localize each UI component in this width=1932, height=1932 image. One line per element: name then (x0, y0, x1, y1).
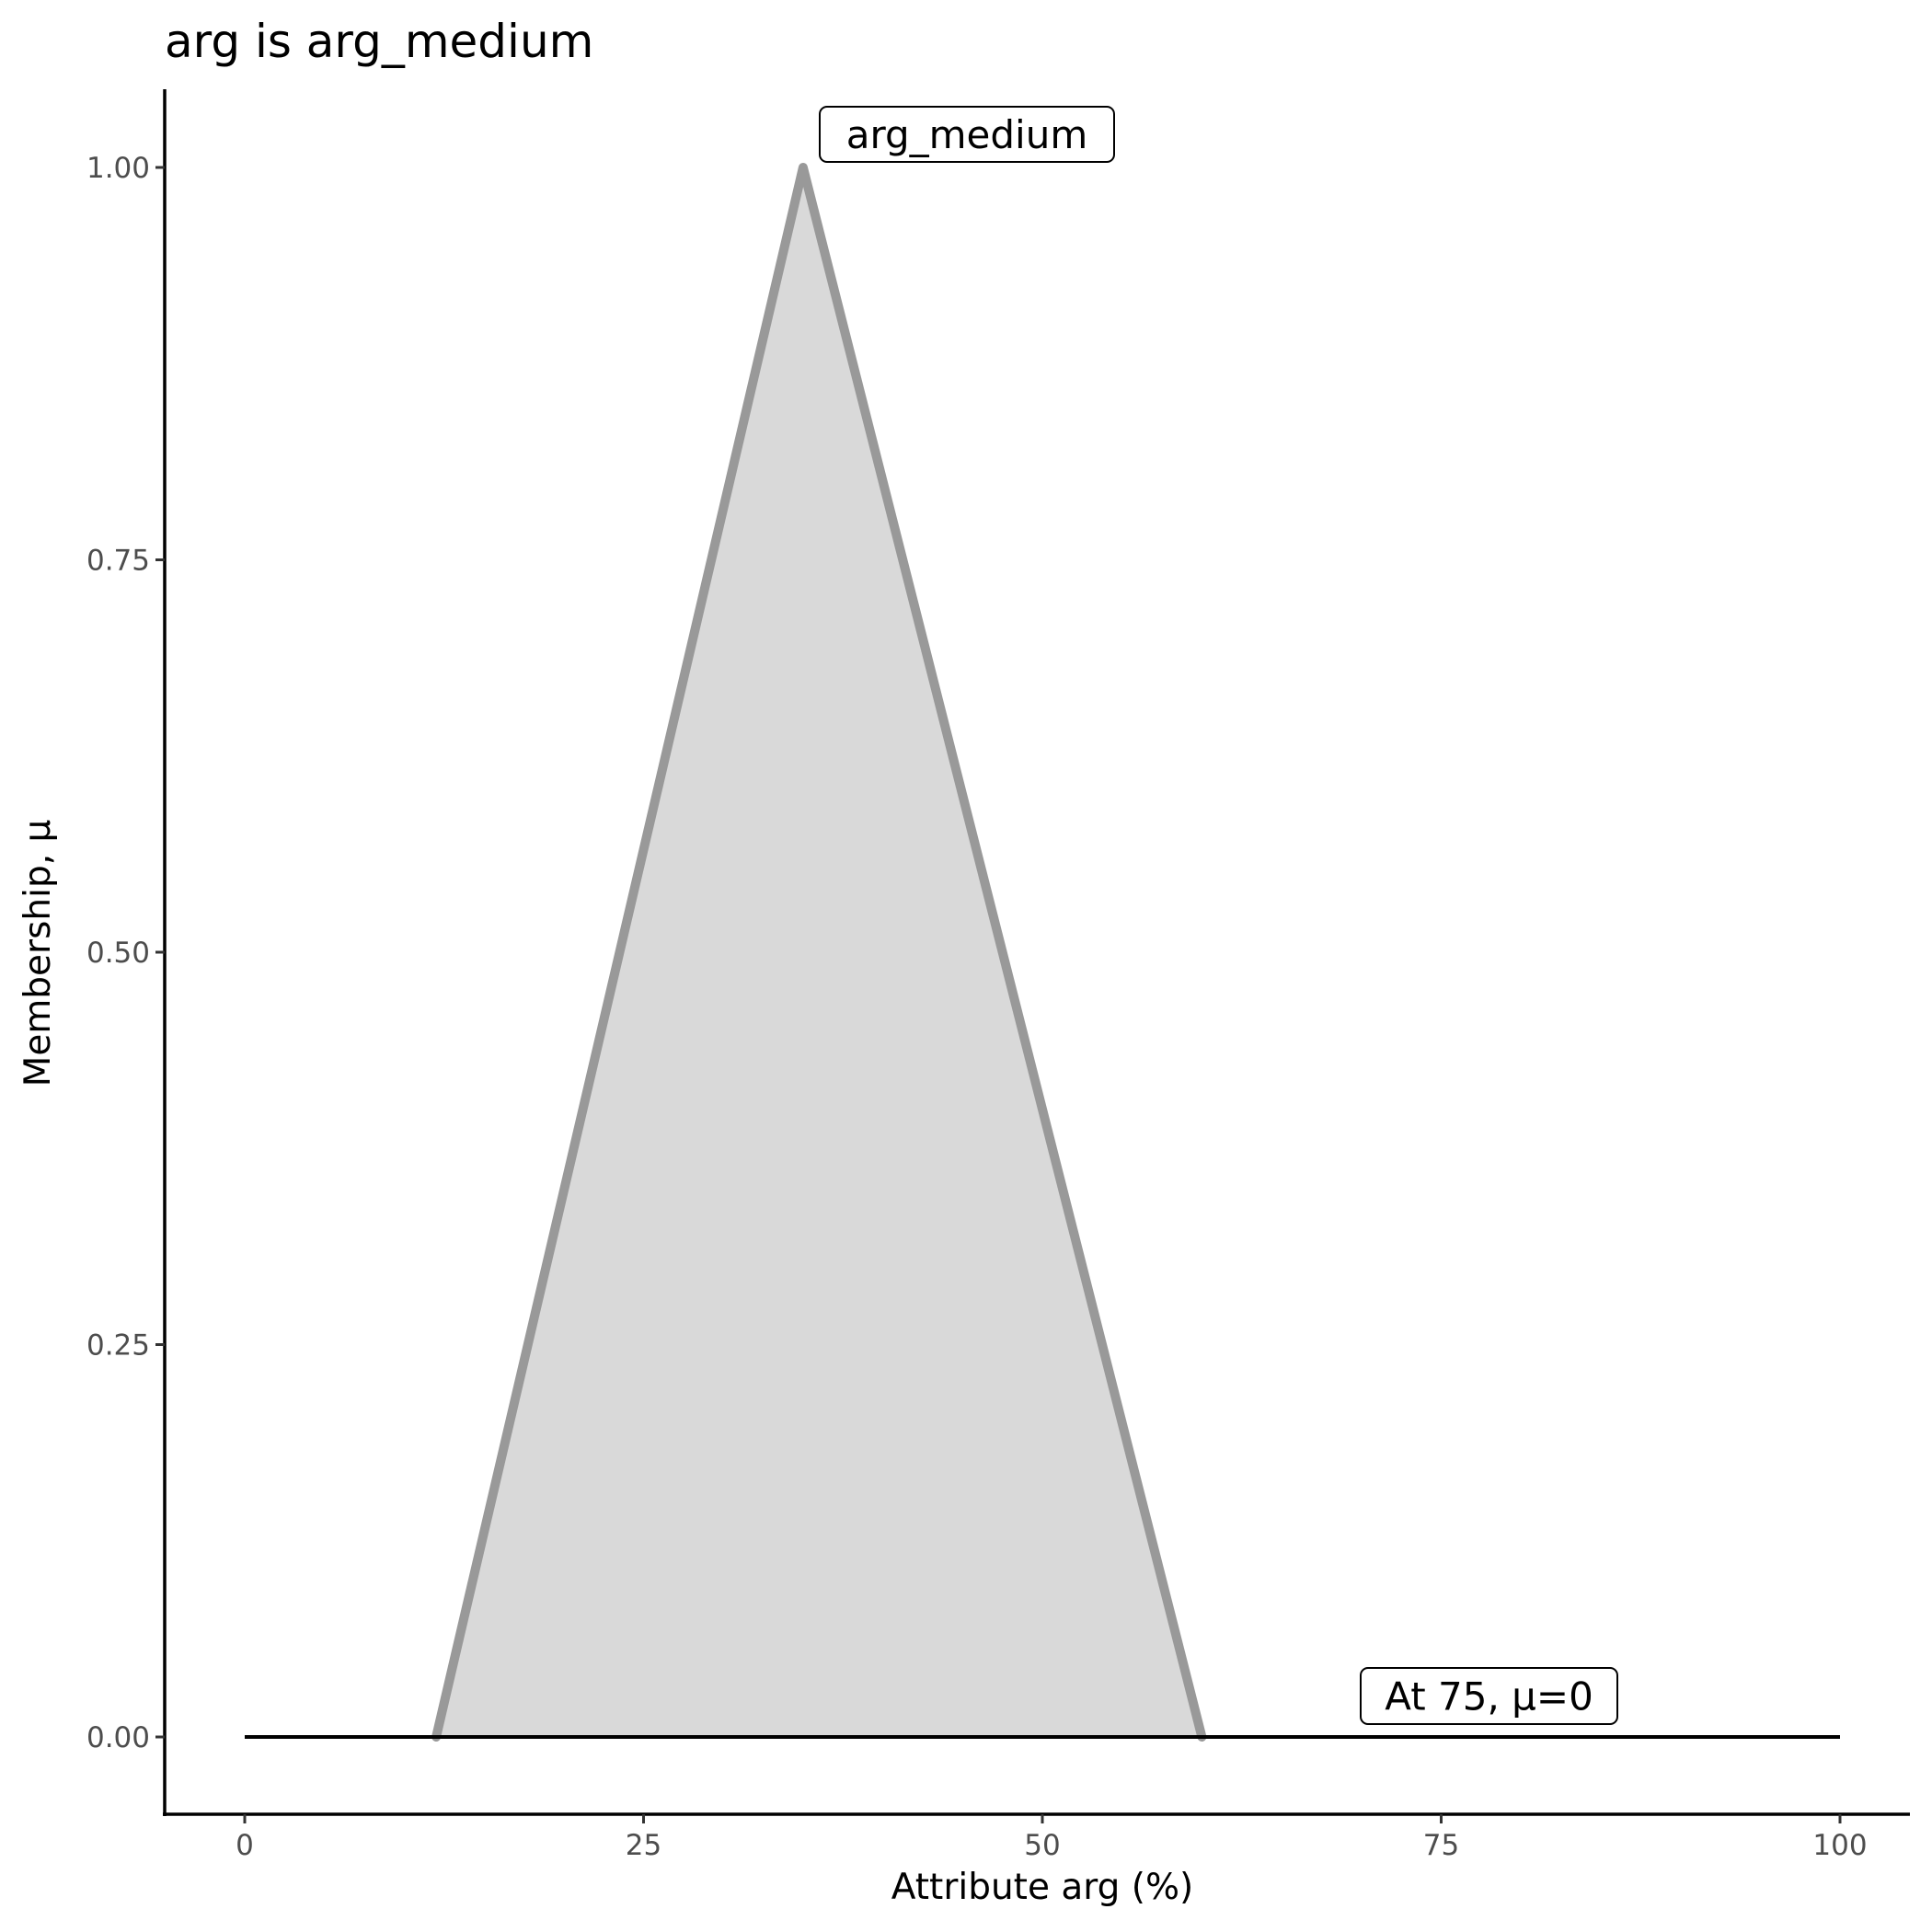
axes: 0 25 50 75 100 0.00 0.25 0.50 0.75 1.00 (86, 89, 1910, 1862)
x-tick-label: 100 (1812, 1829, 1867, 1862)
annotation-label: arg_medium (819, 106, 1115, 163)
y-tick-label: 0.50 (86, 937, 150, 970)
y-tick-label: 0.00 (86, 1721, 150, 1754)
x-tick-label: 50 (1024, 1829, 1060, 1862)
x-tick-label: 75 (1423, 1829, 1459, 1862)
annotation-label: At 75, μ=0 (1360, 1667, 1618, 1725)
x-axis-title: Attribute arg (%) (891, 1867, 1194, 1908)
annotation-box (819, 106, 1115, 163)
y-axis-title: Membership, μ (17, 820, 59, 1087)
membership-area (436, 167, 1202, 1737)
membership-line (431, 163, 1207, 1742)
annotation-text: arg_medium (846, 112, 1088, 157)
y-tick-label: 0.25 (86, 1329, 150, 1363)
y-tick-label: 0.75 (86, 545, 150, 578)
x-tick-label: 0 (236, 1829, 254, 1862)
x-tick-label: 25 (626, 1829, 661, 1862)
annotation-box (1360, 1667, 1618, 1725)
annotation-text: At 75, μ=0 (1385, 1674, 1593, 1719)
y-tick-label: 1.00 (86, 152, 150, 185)
plot-area: arg_medium At 75, μ=0 (245, 106, 1840, 1742)
chart-title: arg is arg_medium (165, 15, 593, 68)
